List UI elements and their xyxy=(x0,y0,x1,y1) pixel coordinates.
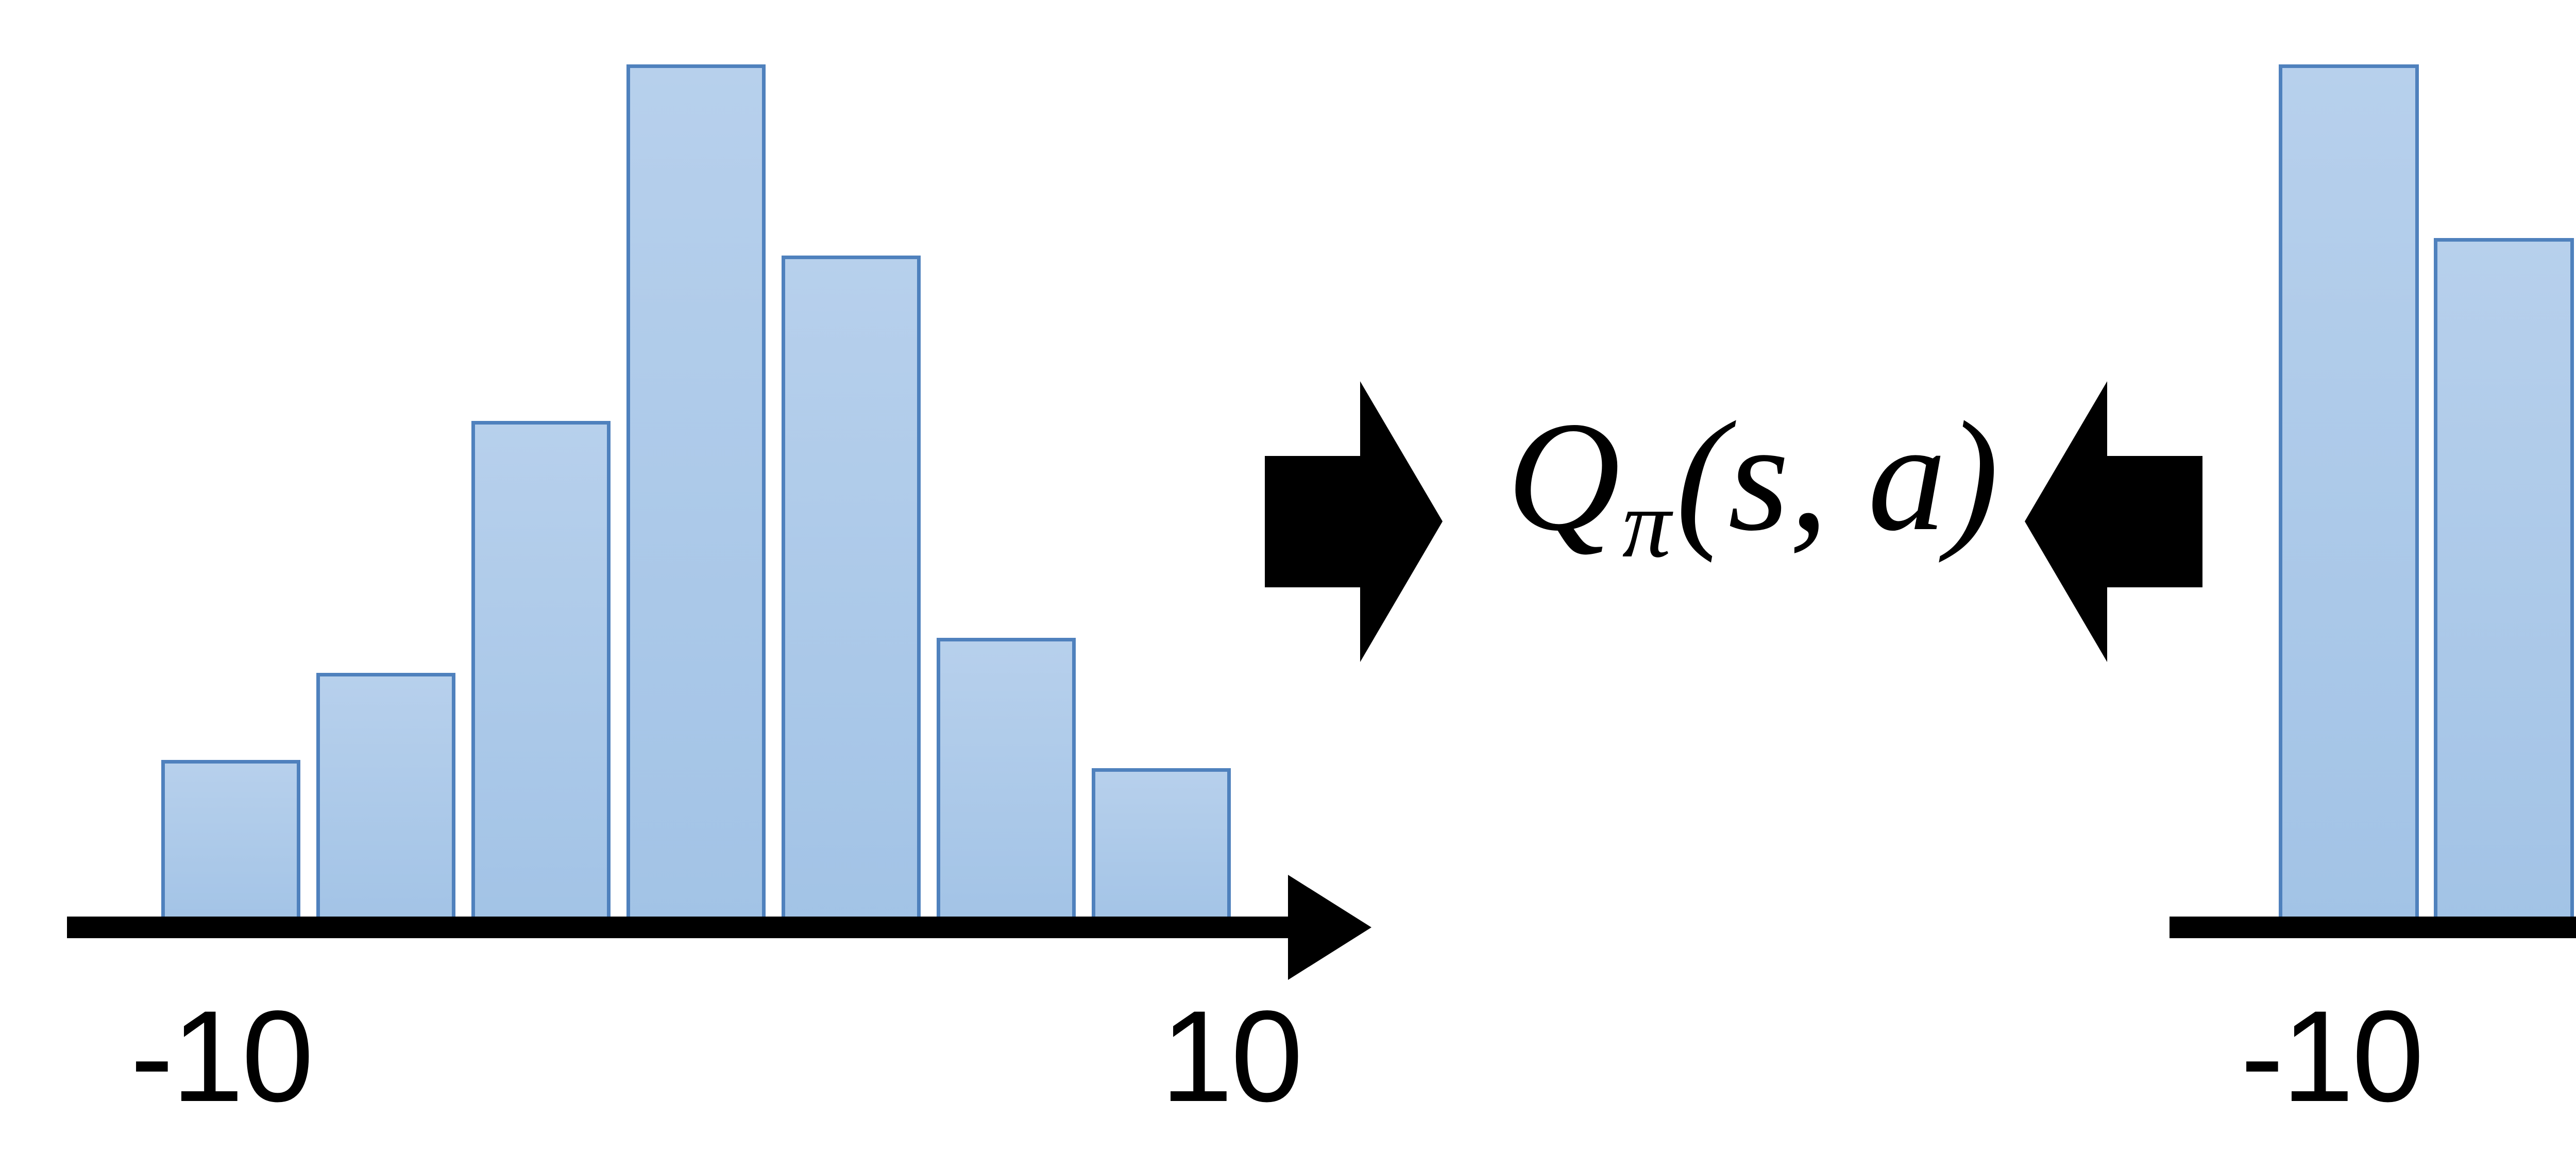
histogram-bar xyxy=(2279,64,2419,934)
histogram-bar xyxy=(937,638,1076,934)
histogram-bar xyxy=(626,64,766,934)
left-axis-min-label: -10 xyxy=(130,984,314,1129)
histogram-bar xyxy=(782,256,921,934)
pi-subscript: π xyxy=(1622,469,1671,578)
q-symbol: Q xyxy=(1506,389,1620,563)
left-axis-max-label: 10 xyxy=(1160,984,1303,1129)
formula-arguments: (s, a) xyxy=(1675,389,1999,563)
right-axis-min-label: -10 xyxy=(2240,984,2424,1129)
histogram-bar xyxy=(161,760,300,934)
histogram-bar xyxy=(2434,238,2574,934)
histogram-bar xyxy=(1092,768,1231,934)
histogram-bar xyxy=(316,673,455,934)
q-value-formula: Qπ(s, a) xyxy=(1449,398,2057,572)
